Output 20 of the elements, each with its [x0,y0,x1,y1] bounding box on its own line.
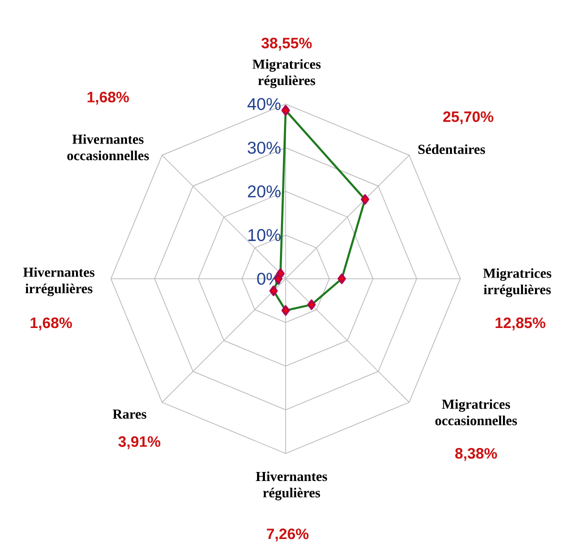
text: 8,38% [455,448,497,461]
text: 25,70% [443,111,494,124]
text: 12,85% [496,318,546,330]
y-tick-label: 20% [248,186,281,198]
y-tick-label: 10% [248,229,281,242]
spoke-label: Sédentaires [418,144,486,154]
spoke-label: Hivernantes occasionnelles [67,134,149,160]
spoke-label: Migratrices occasionnelles [435,399,517,426]
text: 7,26% [266,528,309,542]
spoke-label: Migratrices irrégulières [483,268,552,298]
text: 3,91% [118,436,160,450]
spoke-label: Rares [112,410,146,419]
spoke-label: Hivernantes régulières [256,472,328,500]
spoke-label: Migratrices régulières [252,59,321,88]
text: 1,68% [88,92,129,105]
text: 1,68% [30,318,72,330]
text: 38,55% [261,38,312,51]
y-tick-label: 40% [247,98,281,110]
y-tick-label: 30% [248,142,281,154]
spoke-label: Hivernantes irrégulières [23,267,94,296]
